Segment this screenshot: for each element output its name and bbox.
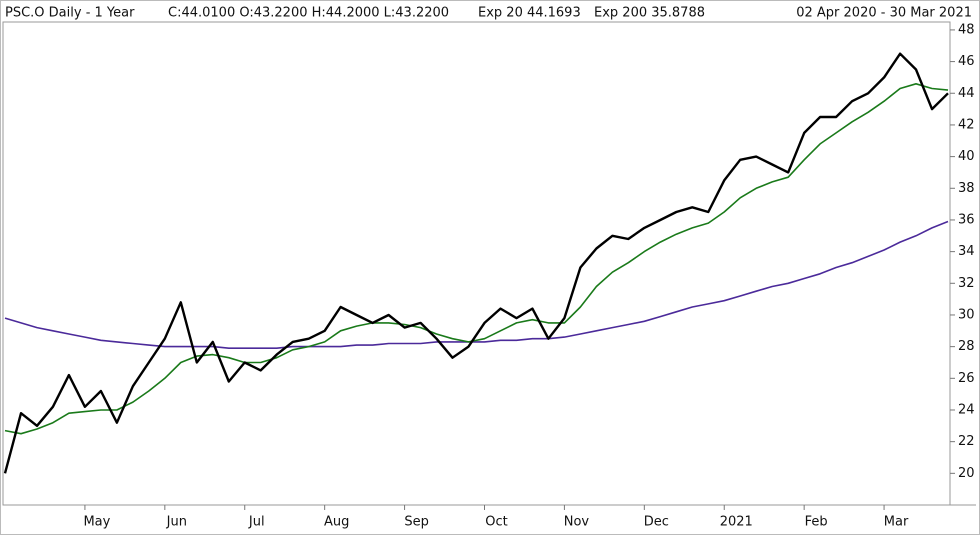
y-tick-label: 40: [958, 149, 975, 164]
x-tick-label: Jun: [166, 515, 187, 530]
x-tick-label: May: [83, 515, 110, 530]
y-tick-label: 20: [958, 466, 975, 481]
y-tick-label: 32: [958, 276, 975, 291]
y-tick-label: 42: [958, 117, 975, 132]
x-tick-label: 2021: [720, 515, 753, 530]
legend-entry: Exp 200 35.8788: [594, 6, 705, 21]
x-tick-label: Jul: [248, 515, 265, 530]
series-line: [3, 52, 949, 474]
y-tick-label: 30: [958, 307, 975, 322]
x-tick-label: Nov: [564, 515, 590, 530]
legend-entry: C:44.0100 O:43.2200 H:44.2000 L:43.2200: [168, 6, 449, 21]
y-tick-label: 48: [958, 22, 975, 37]
legend-entry: Exp 20 44.1693: [478, 6, 581, 21]
series-line: [4, 83, 949, 435]
x-tick-label: Aug: [324, 515, 349, 530]
x-tick-label: Feb: [805, 515, 828, 530]
y-tick-label: 46: [958, 54, 975, 69]
x-tick-label: Oct: [485, 515, 507, 530]
chart-title: PSC.O Daily - 1 Year: [5, 6, 135, 21]
date-range: 02 Apr 2020 - 30 Mar 2021: [796, 6, 972, 21]
y-tick-label: 24: [958, 402, 975, 417]
x-tick-label: Mar: [884, 515, 909, 530]
y-tick-label: 44: [958, 86, 975, 101]
x-tick-label: Dec: [644, 515, 669, 530]
y-tick-label: 38: [958, 181, 975, 196]
y-tick-label: 28: [958, 339, 975, 354]
x-tick-label: Sep: [404, 515, 429, 530]
series-line: [4, 220, 949, 349]
y-tick-label: 22: [958, 434, 975, 449]
y-tick-label: 34: [958, 244, 975, 259]
y-tick-label: 36: [958, 212, 975, 227]
y-tick-label: 26: [958, 371, 975, 386]
